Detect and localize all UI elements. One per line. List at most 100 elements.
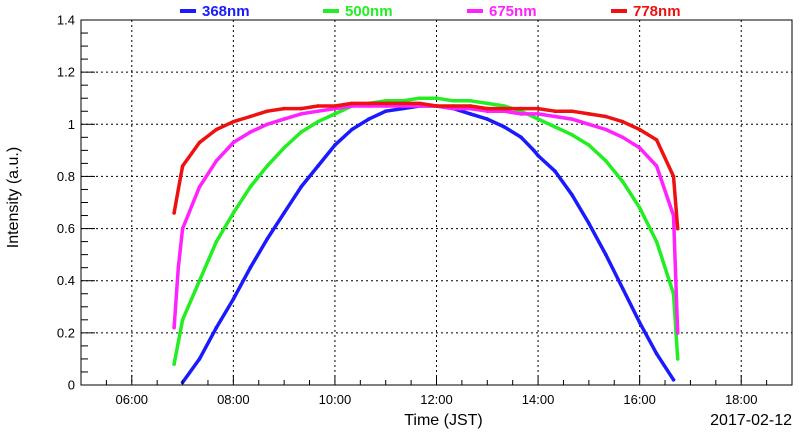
x-tick-label: 12:00 (420, 392, 453, 407)
data-point (536, 112, 540, 116)
data-point (587, 122, 591, 127)
data-point (172, 211, 176, 215)
data-point (570, 132, 574, 137)
data-point (197, 357, 202, 361)
data-point (570, 117, 574, 121)
data-point (468, 99, 473, 103)
data-point (248, 265, 253, 270)
data-point (570, 109, 574, 113)
x-axis-title: Time (JST) (404, 412, 483, 429)
data-point (637, 127, 642, 132)
data-point (451, 104, 456, 108)
legend-label: 368nm (202, 3, 250, 20)
data-point (367, 117, 371, 121)
y-tick-label: 0.4 (57, 273, 75, 288)
data-point (248, 114, 253, 119)
data-point (502, 125, 507, 129)
data-point (434, 96, 439, 100)
data-point (502, 106, 507, 111)
data-point (316, 119, 320, 124)
data-point (172, 362, 176, 366)
data-point (316, 164, 320, 168)
data-point (675, 357, 680, 361)
data-point (316, 104, 320, 108)
data-point (176, 187, 181, 192)
data-point (299, 185, 303, 189)
data-point (519, 135, 523, 140)
data-point (637, 320, 642, 325)
x-tick-label: 18:00 (725, 392, 758, 407)
data-point (265, 122, 270, 127)
data-point (333, 112, 337, 116)
data-point (350, 127, 354, 132)
legend-label: 675nm (489, 3, 537, 20)
data-point (265, 109, 270, 113)
data-point (417, 96, 422, 100)
data-point (536, 153, 540, 158)
data-point (214, 159, 219, 163)
data-point (434, 104, 439, 108)
series-line-500nm (172, 96, 680, 366)
y-tick-label: 0 (68, 378, 75, 393)
legend-label: 500nm (345, 3, 393, 20)
data-point (536, 106, 540, 111)
data-point (350, 101, 354, 106)
data-point (214, 127, 219, 132)
data-point (654, 138, 659, 142)
data-point (231, 140, 236, 145)
data-point (553, 109, 557, 113)
legend: 368nm 500nm 675nm 778nm (180, 3, 681, 20)
data-point (172, 325, 176, 330)
data-point (620, 119, 625, 124)
data-point (451, 99, 456, 103)
data-point (485, 101, 490, 106)
data-point (316, 109, 320, 113)
x-tick-label: 10:00 (319, 392, 352, 407)
data-point (604, 159, 608, 163)
data-point (604, 252, 608, 257)
ticks: 06:00 08:00 10:00 12:00 14:00 16:00 18:00 0 0.2 0… (57, 13, 793, 407)
data-point (604, 114, 608, 119)
data-point (675, 331, 680, 335)
data-point (519, 112, 523, 116)
data-point (231, 211, 236, 215)
data-point (214, 239, 219, 244)
data-point (671, 292, 676, 296)
data-point (231, 297, 236, 301)
data-point (176, 265, 181, 270)
data-point (248, 185, 253, 189)
data-point (383, 109, 388, 113)
data-point (654, 239, 659, 244)
data-point (620, 179, 625, 184)
date-label: 2017-02-12 (710, 412, 792, 429)
data-point (180, 318, 185, 322)
data-point (231, 119, 236, 124)
data-point (197, 140, 202, 145)
data-point (282, 211, 286, 215)
data-point (485, 106, 490, 111)
data-point (299, 130, 303, 134)
data-point (637, 205, 642, 210)
data-point (299, 112, 303, 116)
data-point (417, 101, 422, 106)
data-point (468, 104, 473, 108)
data-point (620, 286, 625, 291)
data-point (536, 117, 540, 121)
data-point (604, 127, 608, 132)
data-point (400, 101, 405, 106)
data-point (265, 237, 270, 241)
data-point (248, 130, 253, 134)
data-point (282, 117, 286, 121)
data-point (214, 325, 219, 330)
data-point (587, 112, 591, 116)
data-point (532, 148, 536, 153)
data-point (570, 192, 574, 197)
data-point (282, 146, 286, 150)
data-point (671, 378, 676, 382)
y-tick-label: 1 (68, 117, 75, 132)
data-point (197, 278, 202, 283)
y-tick-label: 0.2 (57, 325, 75, 340)
y-tick-label: 0.6 (57, 221, 75, 236)
